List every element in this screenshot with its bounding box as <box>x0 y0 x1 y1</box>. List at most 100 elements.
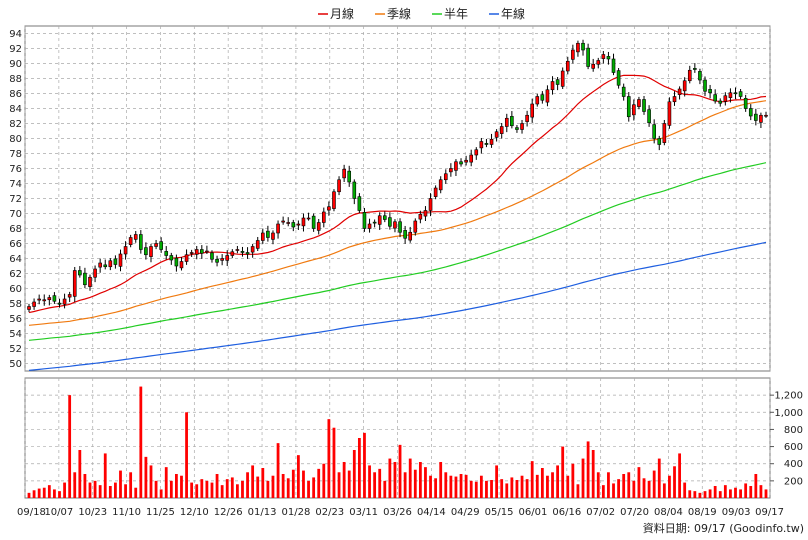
volume-bar <box>215 474 219 498</box>
candle-body <box>382 215 387 220</box>
price-tick-label: 70 <box>9 209 22 220</box>
candle-body <box>611 58 616 73</box>
volume-tick-label: 200 <box>784 476 803 487</box>
volume-bar <box>32 490 36 498</box>
date-tick-label: 01/28 <box>281 507 310 518</box>
candle-body <box>423 210 428 217</box>
volume-bar <box>408 458 412 498</box>
candle-body <box>728 92 733 98</box>
volume-bar <box>434 478 438 498</box>
volume-bar <box>144 456 148 498</box>
candle-body <box>133 234 138 240</box>
volume-bar <box>271 475 275 498</box>
price-grid <box>24 26 771 371</box>
legend-label: 年線 <box>501 6 525 21</box>
volume-bar <box>418 462 422 498</box>
volume-bar <box>363 432 366 498</box>
volume-bar <box>637 467 641 498</box>
candle-body <box>169 255 174 261</box>
volume-bar <box>27 492 31 498</box>
candle-body <box>413 220 418 233</box>
candle-body <box>372 221 377 224</box>
candle-body <box>443 173 448 181</box>
price-tick-label: 88 <box>9 74 22 85</box>
date-tick-label: 06/16 <box>552 507 581 518</box>
ma-line <box>28 162 767 341</box>
volume-bar <box>134 487 138 498</box>
candle-body <box>642 99 646 112</box>
candle-body <box>759 114 763 123</box>
candle-body <box>682 80 687 92</box>
volume-bar <box>58 491 61 498</box>
candle-body <box>37 298 41 301</box>
volume-bar <box>164 467 168 498</box>
date-tick-label: 06/01 <box>519 507 548 518</box>
volume-bar <box>413 469 417 498</box>
volume-tick-label: 600 <box>784 442 803 453</box>
volume-bar <box>357 438 361 498</box>
volume-bar <box>459 474 463 498</box>
volume-bar <box>225 479 229 498</box>
candle-body <box>494 131 499 138</box>
volume-bar <box>185 412 188 498</box>
volume-bar <box>708 489 712 498</box>
volume-bar <box>490 480 493 498</box>
volume-bar <box>535 474 539 498</box>
volume-bar <box>327 419 331 498</box>
candle-body <box>510 116 514 127</box>
volume-bar <box>108 486 112 498</box>
price-tick-label: 76 <box>9 164 22 175</box>
volume-bar <box>596 472 600 498</box>
volume-bar <box>63 482 66 498</box>
price-tick-label: 86 <box>9 89 22 100</box>
volume-bar <box>246 472 249 498</box>
date-tick-label: 09/18 <box>17 507 46 518</box>
candle-body <box>738 91 743 97</box>
candle-body <box>484 143 489 145</box>
candle-body <box>459 161 463 165</box>
volume-tick-label: 800 <box>784 425 803 436</box>
volume-bar <box>586 441 590 498</box>
candle-body <box>489 138 494 145</box>
candle-body <box>113 258 118 265</box>
price-tick-label: 60 <box>9 284 22 295</box>
volume-bar <box>703 491 707 498</box>
price-tick-label: 64 <box>9 254 22 265</box>
volume-bar <box>241 480 244 498</box>
volume-bar <box>612 483 615 498</box>
candle-body <box>748 108 753 117</box>
volume-bar <box>235 484 239 498</box>
candle-body <box>88 276 92 287</box>
candle-body <box>596 60 601 65</box>
candle-body <box>205 250 209 253</box>
candle-body <box>108 260 113 268</box>
candle-body <box>215 258 219 263</box>
candle-body <box>72 270 77 297</box>
date-tick-label: 08/19 <box>688 507 717 518</box>
date-tick-label: 12/10 <box>180 507 209 518</box>
candle-body <box>240 251 245 253</box>
candle-body <box>438 179 443 191</box>
volume-bar <box>42 487 46 498</box>
volume-bar <box>464 474 468 498</box>
volume-bar <box>688 490 692 498</box>
volume-bar <box>190 482 194 498</box>
volume-bar <box>424 467 427 498</box>
candle-body <box>560 70 565 87</box>
volume-bar <box>119 470 122 498</box>
legend-label: 半年 <box>444 7 468 21</box>
candle-body <box>342 168 346 179</box>
candle-body <box>347 170 352 183</box>
volume-bar <box>429 475 432 498</box>
candle-body <box>479 141 484 149</box>
volume-bar <box>286 478 290 498</box>
candle-body <box>210 252 214 260</box>
candle-body <box>27 306 31 310</box>
candle-body <box>220 258 224 261</box>
volume-bar <box>307 480 310 498</box>
candle-body <box>647 109 651 124</box>
candle-body <box>52 295 57 302</box>
volume-bar <box>657 458 661 498</box>
candle-body <box>118 253 123 267</box>
candle-body <box>403 230 407 239</box>
